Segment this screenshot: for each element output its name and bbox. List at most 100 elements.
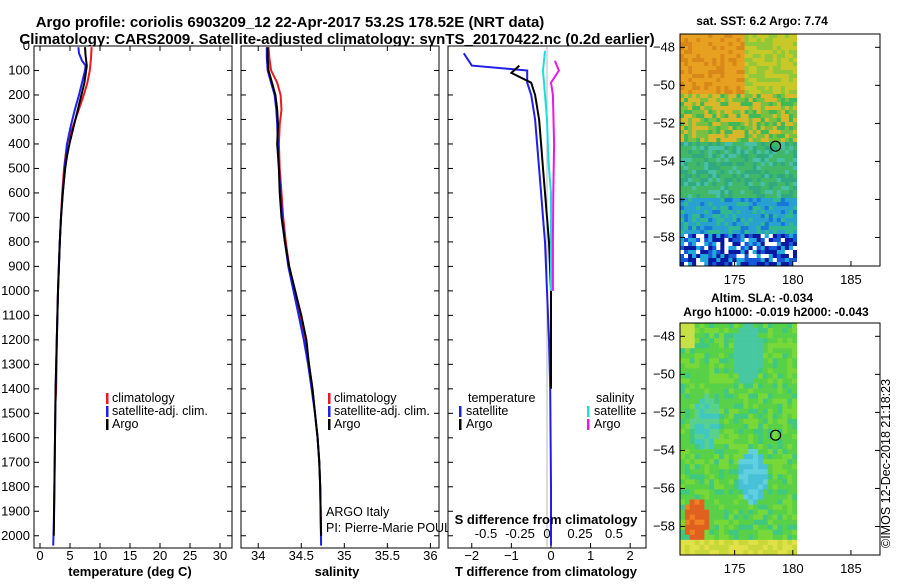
sst-cell xyxy=(712,214,717,219)
sst-cell xyxy=(692,142,697,147)
sst-cell xyxy=(728,186,733,191)
sst-cell xyxy=(748,122,753,127)
sst-cell xyxy=(748,162,753,167)
sla-cell xyxy=(684,373,691,379)
sst-cell xyxy=(752,98,757,103)
sla-cell xyxy=(743,504,749,510)
sst-cell xyxy=(684,238,689,243)
sla-cell xyxy=(738,524,744,531)
sst-cell xyxy=(680,58,685,63)
s-diff-label: S difference from climatology xyxy=(455,512,639,527)
sla-cell xyxy=(714,539,720,546)
sst-cell xyxy=(732,170,737,175)
sst-cell xyxy=(696,166,701,171)
sla-cell xyxy=(753,459,759,465)
sla-cell xyxy=(777,403,783,410)
sla-cell xyxy=(738,383,744,389)
sst-cell xyxy=(732,218,737,223)
sla-cell xyxy=(680,373,686,379)
sst-cell xyxy=(692,150,697,155)
sst-cell xyxy=(760,118,766,123)
sst-cell xyxy=(704,146,709,151)
sla-cell xyxy=(689,494,695,500)
sst-cell xyxy=(736,178,741,183)
sst-map-frame xyxy=(679,33,881,267)
sst-cell xyxy=(680,190,685,195)
sst-cell xyxy=(784,222,790,227)
sla-cell xyxy=(787,514,793,520)
sst-cell xyxy=(776,86,782,91)
sst-cell xyxy=(748,210,753,215)
sst-cell xyxy=(788,102,794,107)
sla-cell xyxy=(704,353,710,359)
sla-cell xyxy=(772,474,778,480)
sla-cell xyxy=(704,378,710,384)
sla-cell xyxy=(728,449,734,455)
sst-cell xyxy=(768,42,774,47)
sst-cell xyxy=(724,126,729,131)
sla-cell xyxy=(777,423,783,430)
sst-cell xyxy=(788,238,794,243)
sst-cell xyxy=(744,58,749,63)
sla-cell xyxy=(709,343,715,349)
sst-cell xyxy=(716,82,721,87)
sla-cell xyxy=(689,534,695,541)
sst-cell xyxy=(776,262,782,266)
sla-cell xyxy=(743,428,749,435)
sla-cell xyxy=(684,328,691,334)
sst-cell xyxy=(700,258,705,263)
sst-cell xyxy=(696,210,701,215)
sst-cell xyxy=(768,210,774,215)
sla-cell xyxy=(782,393,788,399)
sla-cell xyxy=(748,464,754,470)
sla-cell xyxy=(758,529,764,536)
sla-cell xyxy=(738,484,744,490)
sst-cell xyxy=(700,130,705,135)
sla-cell xyxy=(738,514,744,520)
sla-cell xyxy=(787,358,793,364)
sst-cell xyxy=(764,158,770,163)
sla-cell xyxy=(689,328,695,334)
sla-cell xyxy=(787,338,793,344)
sst-cell xyxy=(716,42,721,47)
sla-cell xyxy=(753,408,759,415)
sla-cell xyxy=(728,514,734,520)
sst-cell xyxy=(680,226,685,231)
sst-cell xyxy=(760,194,766,199)
sla-cell xyxy=(743,403,749,410)
sst-cell xyxy=(740,126,745,131)
sst-cell xyxy=(760,66,766,71)
sst-cell xyxy=(780,186,786,191)
sla-cell xyxy=(762,333,769,339)
sla-cell xyxy=(723,489,730,495)
sst-cell xyxy=(736,86,741,91)
sla-cell xyxy=(758,373,764,379)
sst-cell xyxy=(680,122,685,127)
sla-cell xyxy=(743,413,749,420)
sst-cell xyxy=(736,138,741,143)
sla-cell xyxy=(743,418,749,425)
sst-cell xyxy=(736,146,741,151)
sla-cell xyxy=(767,353,773,359)
sla-cell xyxy=(787,544,793,551)
sst-cell xyxy=(712,98,717,103)
sst-cell xyxy=(712,250,717,255)
sla-cell xyxy=(748,333,754,339)
sst-cell xyxy=(792,262,797,266)
sst-heatmap xyxy=(680,34,797,266)
sst-cell xyxy=(680,162,685,167)
sst-cell xyxy=(772,102,778,107)
sla-cell xyxy=(723,534,730,541)
sst-cell xyxy=(724,74,729,79)
sla-cell xyxy=(738,464,744,470)
sst-cell xyxy=(788,50,794,55)
sla-cell xyxy=(772,464,778,470)
sst-cell xyxy=(728,122,733,127)
sla-cell xyxy=(762,499,769,505)
sst-cell xyxy=(736,54,741,59)
sla-cell xyxy=(748,539,754,546)
sla-cell xyxy=(719,373,725,379)
sst-cell xyxy=(748,50,753,55)
y-tick-label: 1800 xyxy=(1,479,30,494)
sla-cell xyxy=(777,408,783,415)
